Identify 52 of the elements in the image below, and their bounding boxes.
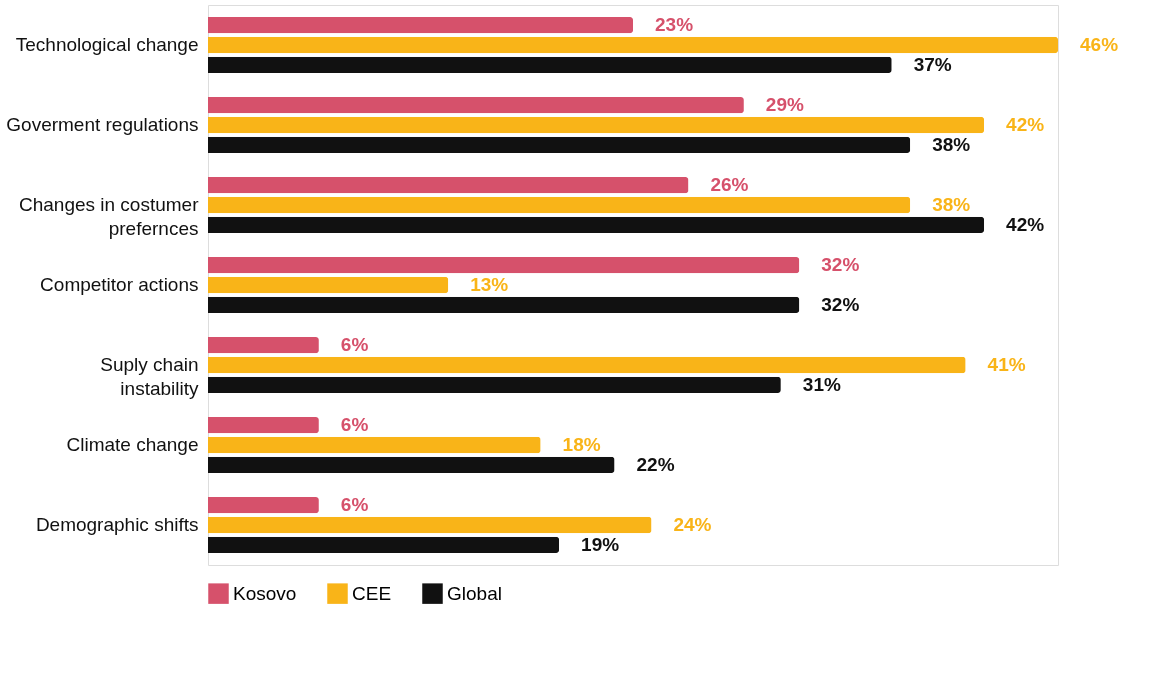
data-label: 37% [913,53,952,75]
data-label: 13% [470,274,509,295]
y-tick-label: Goverment regulations [6,114,199,135]
data-label: 38% [932,194,971,215]
data-label: 38% [932,133,971,155]
bar [208,516,652,534]
bar [208,177,689,194]
data-label: 22% [636,453,675,475]
data-label: 41% [987,354,1026,375]
data-label: 18% [562,434,601,455]
bar [208,456,615,473]
bar [208,97,744,114]
y-tick-label: Suply chain instability [100,354,199,399]
y-tick-label: Technological change [15,34,199,55]
y-tick-label: Competitor actions [40,274,199,295]
bar [208,417,319,434]
data-label: 29% [765,94,804,116]
legend-label: Kosovo [233,582,297,604]
bar [208,296,800,313]
data-label: 42% [1006,114,1045,135]
bar [208,136,911,153]
bar [208,56,892,73]
bar [208,376,781,393]
data-label: 23% [655,14,694,36]
bar [208,216,985,233]
y-tick-label: Climate change [66,434,199,455]
data-label: 6% [340,334,369,356]
data-label: 42% [1006,213,1045,235]
bar [208,497,319,514]
data-label: 32% [821,293,860,315]
data-label: 26% [710,174,749,196]
y-tick-label: Changes in costumer prefernces [18,194,200,239]
bar [208,276,449,294]
bar [208,356,966,374]
bar [208,436,541,454]
legend-label: Global [447,582,502,604]
bar [208,36,1058,54]
data-label: 46% [1080,34,1119,55]
data-label: 6% [340,494,369,516]
legend-label: CEE [352,582,392,604]
bar [208,257,800,274]
data-label: 24% [673,514,712,535]
bar [208,536,560,553]
data-label: 19% [581,533,620,555]
bar [208,196,911,214]
bar [208,17,633,34]
data-label: 31% [802,373,841,395]
data-label: 6% [340,414,369,436]
data-label: 32% [821,254,860,276]
y-tick-label: Demographic shifts [35,514,199,535]
bar [208,337,319,354]
bar [208,116,985,134]
